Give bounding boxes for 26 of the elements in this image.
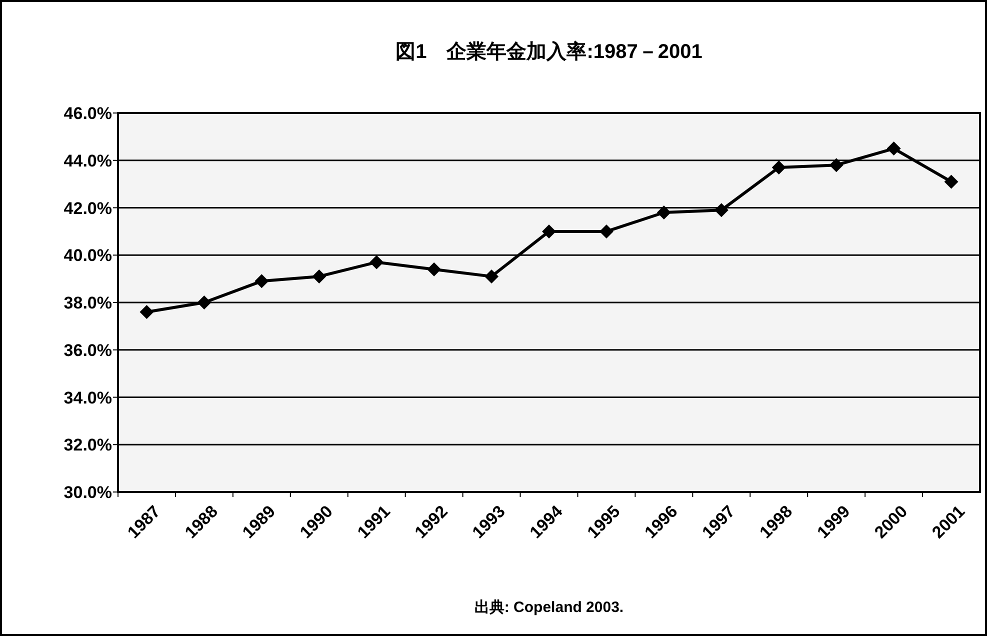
point: [542, 224, 556, 238]
point: [370, 255, 384, 270]
point: [944, 174, 958, 189]
point: [829, 158, 844, 172]
point: [772, 160, 786, 174]
point: [886, 142, 901, 156]
chart-title: 図1 企業年金加入率:1987－2001: [396, 40, 702, 63]
point: [714, 203, 728, 218]
y-tick-label: 44.0%: [64, 151, 112, 170]
y-tick-label: 46.0%: [64, 104, 112, 123]
y-tick-label: 42.0%: [64, 198, 112, 218]
point: [140, 304, 154, 319]
point: [484, 269, 499, 284]
point: [312, 269, 326, 284]
source-note: 出典: Copeland 2003.: [474, 599, 624, 616]
y-tick-label: 40.0%: [64, 246, 112, 266]
point: [427, 262, 442, 276]
y-tick-label: 30.0%: [64, 483, 112, 502]
point: [197, 296, 212, 310]
point: [656, 205, 671, 220]
point: [599, 224, 614, 238]
y-tick-label: 34.0%: [64, 388, 112, 408]
point: [254, 274, 269, 288]
y-tick-label: 32.0%: [64, 436, 112, 455]
y-tick-label: 36.0%: [64, 340, 112, 360]
y-tick-label: 38.0%: [64, 294, 112, 312]
